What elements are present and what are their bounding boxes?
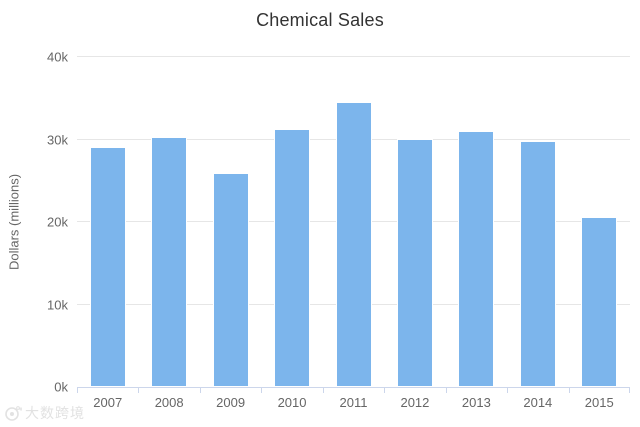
- x-tick-label-2015: 2015: [584, 395, 614, 410]
- bar-2011: [335, 102, 372, 387]
- x-tick-label-2008: 2008: [154, 395, 184, 410]
- x-tick-label-2012: 2012: [400, 395, 430, 410]
- y-axis-labels: 0k 10k 20k 30k 40k: [0, 50, 68, 395]
- x-axis-tick: [261, 387, 262, 393]
- x-tick-label-2007: 2007: [93, 395, 123, 410]
- bar-2012: [396, 138, 433, 387]
- y-tick-label-30k: 30k: [47, 132, 68, 147]
- watermark-text: 大数跨境: [25, 405, 85, 421]
- bar-2010: [274, 128, 311, 387]
- chart-title: Chemical Sales: [256, 10, 384, 30]
- x-tick-label-2009: 2009: [216, 395, 246, 410]
- y-tick-label-40k: 40k: [47, 49, 68, 65]
- y-tick-label-20k: 20k: [47, 214, 68, 230]
- x-axis-tick: [569, 387, 570, 393]
- x-axis-tick: [77, 387, 78, 393]
- x-axis-tick: [138, 387, 139, 393]
- y-tick-label-10k: 10k: [47, 297, 68, 312]
- bar-2008: [151, 137, 188, 387]
- watermark-logo-icon: [4, 404, 22, 422]
- x-axis-tick: [629, 387, 630, 393]
- x-axis-tick: [323, 387, 324, 393]
- x-axis-tick: [446, 387, 447, 393]
- x-tick-label-2010: 2010: [277, 395, 307, 410]
- bar-2009: [212, 173, 249, 387]
- x-axis-labels: 2007 2008 2009 2010 2011 2012 2013 2014 2015: [77, 395, 630, 415]
- x-axis-line: [77, 387, 630, 388]
- x-axis-tick: [384, 387, 385, 393]
- bar-2007: [89, 146, 126, 387]
- x-tick-label-2011: 2011: [339, 395, 368, 410]
- bar-2013: [458, 131, 495, 387]
- x-tick-label-2013: 2013: [461, 395, 491, 410]
- y-tick-label-0k: 0k: [54, 379, 68, 395]
- plot-area: [77, 56, 630, 393]
- watermark: 大数跨境: [4, 403, 85, 423]
- x-tick-label-2014: 2014: [523, 395, 553, 410]
- x-axis-tick: [200, 387, 201, 393]
- bar-2015: [581, 217, 618, 387]
- gridline-40k: [77, 56, 630, 57]
- x-axis-tick: [507, 387, 508, 393]
- bar-2014: [519, 141, 556, 387]
